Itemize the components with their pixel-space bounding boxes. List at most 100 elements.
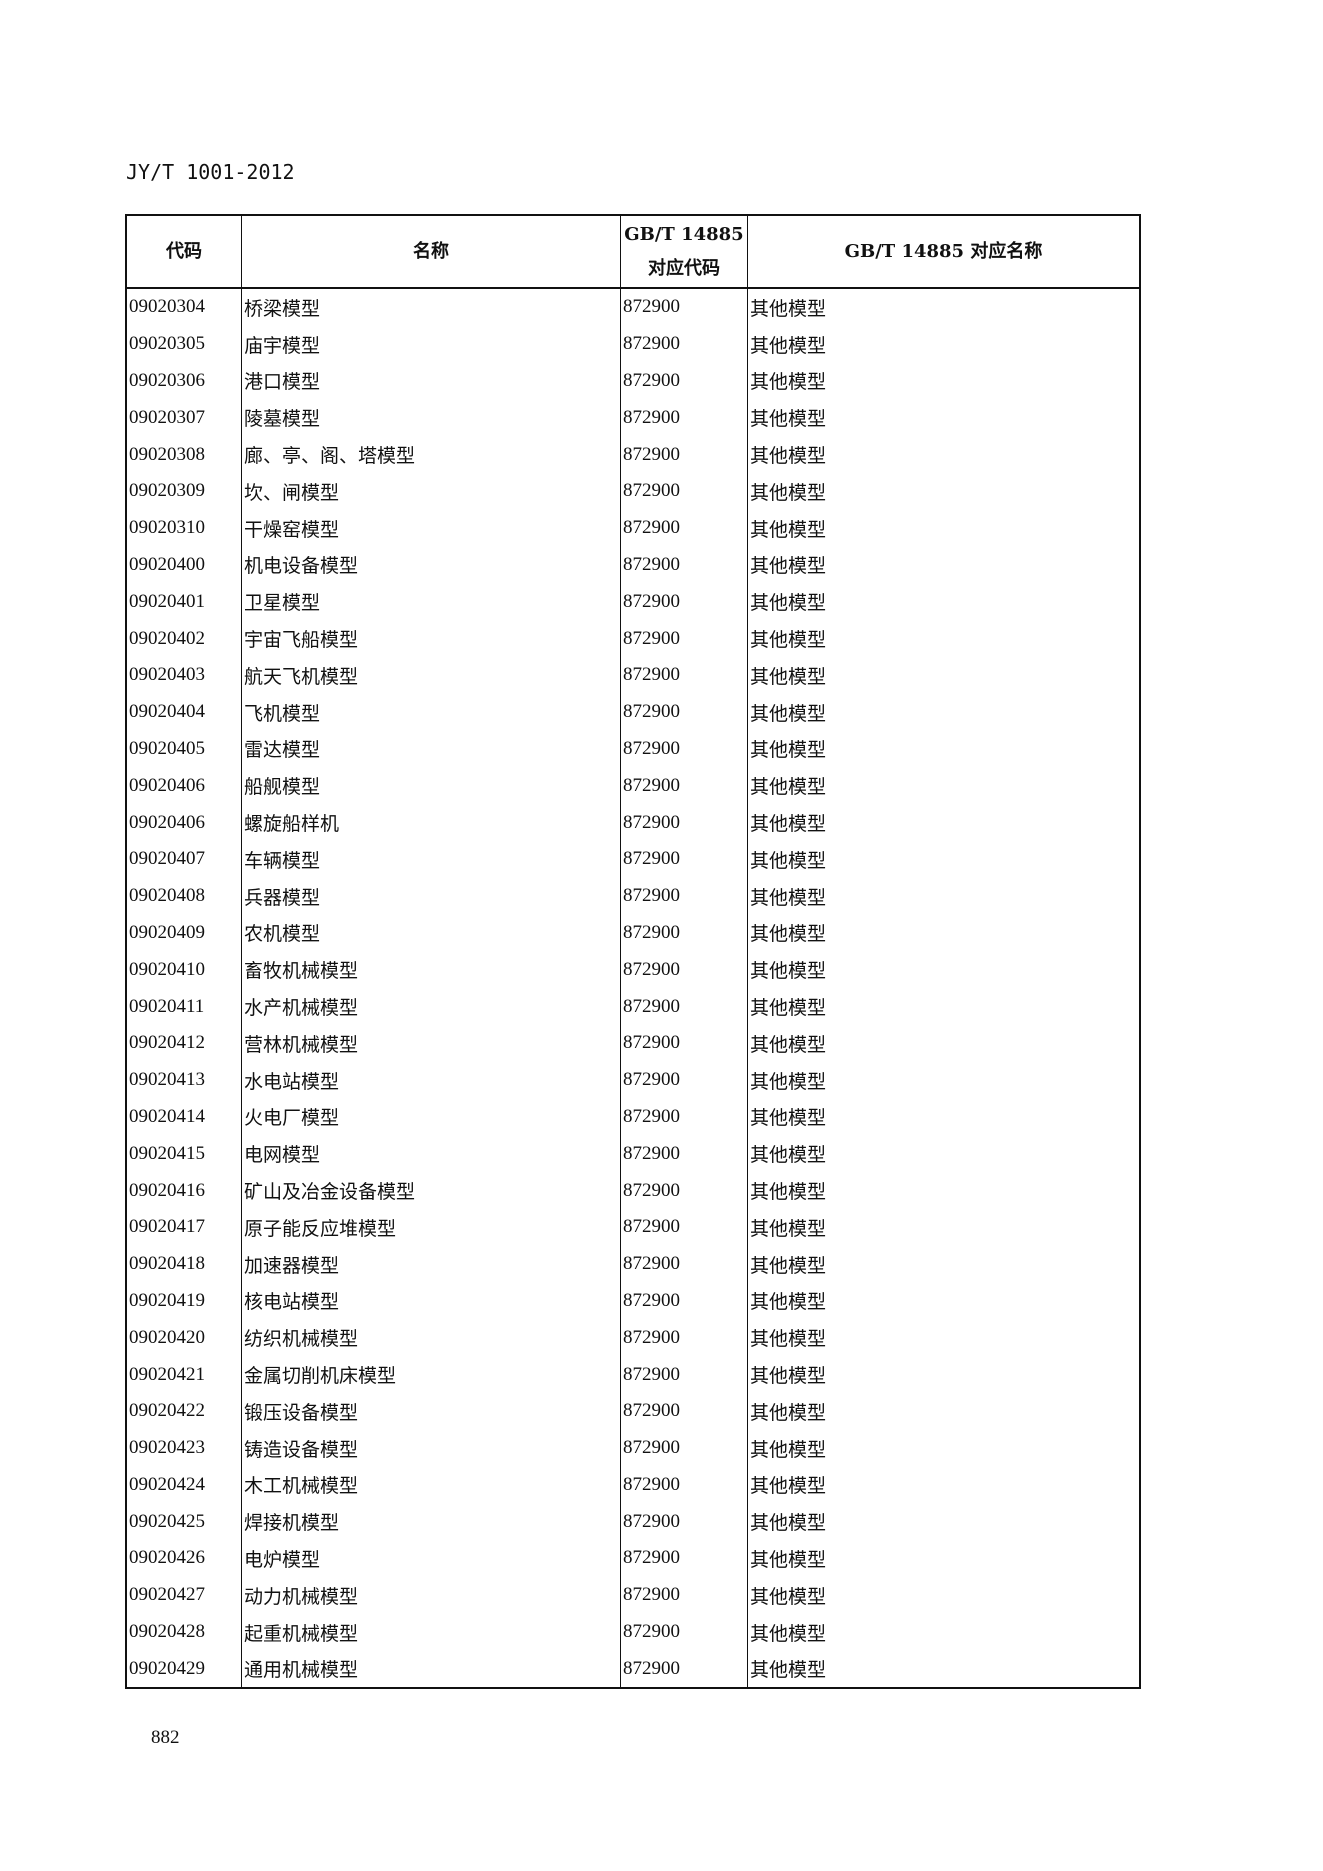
cell-code: 09020426 bbox=[125, 1540, 242, 1577]
cell-gb-code: 872900 bbox=[620, 877, 748, 915]
cell-gb-name: 其他模型 bbox=[747, 472, 1140, 510]
table-row: 09020429 通用机械模型 872900 其他模型 bbox=[125, 1650, 1140, 1689]
table-row: 09020408 兵器模型 872900 其他模型 bbox=[125, 877, 1140, 915]
table-row: 09020428 起重机械模型 872900 其他模型 bbox=[125, 1613, 1140, 1651]
cell-gb-name: 其他模型 bbox=[747, 1208, 1140, 1246]
cell-gb-name: 其他模型 bbox=[747, 583, 1140, 621]
col-header-name: 名称 bbox=[241, 215, 621, 289]
cell-gb-name: 其他模型 bbox=[747, 693, 1140, 731]
cell-code: 09020419 bbox=[125, 1282, 242, 1320]
cell-name: 农机模型 bbox=[241, 914, 621, 952]
cell-name: 畜牧机械模型 bbox=[241, 951, 621, 989]
cell-name: 雷达模型 bbox=[241, 730, 621, 768]
cell-name: 船舰模型 bbox=[241, 767, 621, 805]
cell-gb-name: 其他模型 bbox=[747, 1356, 1140, 1393]
cell-code: 09020425 bbox=[125, 1503, 242, 1541]
cell-name: 核电站模型 bbox=[241, 1282, 621, 1320]
cell-name: 铸造设备模型 bbox=[241, 1429, 621, 1467]
table-row: 09020400 机电设备模型 872900 其他模型 bbox=[125, 546, 1140, 584]
cell-name: 卫星模型 bbox=[241, 583, 621, 621]
table-row: 09020412 营林机械模型 872900 其他模型 bbox=[125, 1024, 1140, 1062]
cell-code: 09020304 bbox=[125, 288, 242, 326]
cell-gb-name: 其他模型 bbox=[747, 1135, 1140, 1173]
cell-code: 09020305 bbox=[125, 325, 242, 363]
cell-name: 航天飞机模型 bbox=[241, 656, 621, 694]
cell-gb-code: 872900 bbox=[620, 620, 748, 657]
cell-gb-code: 872900 bbox=[620, 1024, 748, 1062]
cell-code: 09020403 bbox=[125, 656, 242, 694]
table-row: 09020420 纺织机械模型 872900 其他模型 bbox=[125, 1319, 1140, 1357]
cell-gb-code: 872900 bbox=[620, 1503, 748, 1541]
cell-code: 09020421 bbox=[125, 1356, 242, 1393]
cell-gb-name: 其他模型 bbox=[747, 951, 1140, 989]
cell-code: 09020406 bbox=[125, 804, 242, 841]
cell-gb-name: 其他模型 bbox=[747, 1503, 1140, 1541]
cell-gb-code: 872900 bbox=[620, 325, 748, 363]
cell-code: 09020414 bbox=[125, 1098, 242, 1136]
cell-gb-name: 其他模型 bbox=[747, 1282, 1140, 1320]
cell-code: 09020401 bbox=[125, 583, 242, 621]
cell-gb-code: 872900 bbox=[620, 509, 748, 547]
cell-name: 港口模型 bbox=[241, 362, 621, 400]
cell-name: 宇宙飞船模型 bbox=[241, 620, 621, 657]
cell-gb-code: 872900 bbox=[620, 583, 748, 621]
code-table: 代码 名称 GB/T 14885 对应代码 GB/T 14885 对应名称 09… bbox=[125, 214, 1141, 1690]
cell-gb-code: 872900 bbox=[620, 399, 748, 437]
cell-gb-name: 其他模型 bbox=[747, 1392, 1140, 1430]
cell-gb-name: 其他模型 bbox=[747, 620, 1140, 657]
cell-name: 锻压设备模型 bbox=[241, 1392, 621, 1430]
cell-gb-name: 其他模型 bbox=[747, 988, 1140, 1025]
table-row: 09020422 锻压设备模型 872900 其他模型 bbox=[125, 1392, 1140, 1430]
table-row: 09020310 干燥窑模型 872900 其他模型 bbox=[125, 509, 1140, 547]
table-row: 09020401 卫星模型 872900 其他模型 bbox=[125, 583, 1140, 621]
table-row: 09020418 加速器模型 872900 其他模型 bbox=[125, 1245, 1140, 1283]
cell-code: 09020408 bbox=[125, 877, 242, 915]
table-row: 09020426 电炉模型 872900 其他模型 bbox=[125, 1540, 1140, 1577]
cell-gb-name: 其他模型 bbox=[747, 509, 1140, 547]
table-row: 09020414 火电厂模型 872900 其他模型 bbox=[125, 1098, 1140, 1136]
cell-gb-code: 872900 bbox=[620, 1208, 748, 1246]
cell-gb-code: 872900 bbox=[620, 1429, 748, 1467]
cell-gb-code: 872900 bbox=[620, 1172, 748, 1209]
cell-gb-name: 其他模型 bbox=[747, 546, 1140, 584]
col-header-code: 代码 bbox=[125, 215, 242, 289]
cell-gb-code: 872900 bbox=[620, 988, 748, 1025]
cell-gb-code: 872900 bbox=[620, 1356, 748, 1393]
cell-name: 廊、亭、阁、塔模型 bbox=[241, 436, 621, 473]
cell-code: 09020420 bbox=[125, 1319, 242, 1357]
cell-name: 水产机械模型 bbox=[241, 988, 621, 1025]
cell-gb-code: 872900 bbox=[620, 1098, 748, 1136]
cell-gb-name: 其他模型 bbox=[747, 288, 1140, 326]
cell-code: 09020307 bbox=[125, 399, 242, 437]
col-header-gb-name: GB/T 14885 对应名称 bbox=[747, 215, 1140, 289]
cell-gb-name: 其他模型 bbox=[747, 325, 1140, 363]
cell-code: 09020424 bbox=[125, 1466, 242, 1504]
cell-code: 09020404 bbox=[125, 693, 242, 731]
cell-gb-name: 其他模型 bbox=[747, 804, 1140, 841]
cell-gb-name: 其他模型 bbox=[747, 1245, 1140, 1283]
table-row: 09020416 矿山及冶金设备模型 872900 其他模型 bbox=[125, 1172, 1140, 1209]
cell-name: 金属切削机床模型 bbox=[241, 1356, 621, 1393]
cell-code: 09020400 bbox=[125, 546, 242, 584]
cell-gb-name: 其他模型 bbox=[747, 1024, 1140, 1062]
table-row: 09020417 原子能反应堆模型 872900 其他模型 bbox=[125, 1208, 1140, 1246]
cell-gb-code: 872900 bbox=[620, 362, 748, 400]
cell-gb-code: 872900 bbox=[620, 1576, 748, 1614]
cell-gb-name: 其他模型 bbox=[747, 1540, 1140, 1577]
table-row: 09020411 水产机械模型 872900 其他模型 bbox=[125, 988, 1140, 1025]
cell-name: 电网模型 bbox=[241, 1135, 621, 1173]
cell-gb-name: 其他模型 bbox=[747, 1650, 1140, 1689]
cell-gb-code: 872900 bbox=[620, 1135, 748, 1173]
cell-gb-name: 其他模型 bbox=[747, 840, 1140, 878]
cell-code: 09020427 bbox=[125, 1576, 242, 1614]
cell-name: 起重机械模型 bbox=[241, 1613, 621, 1651]
cell-code: 09020418 bbox=[125, 1245, 242, 1283]
cell-name: 桥梁模型 bbox=[241, 288, 621, 326]
cell-gb-code: 872900 bbox=[620, 1466, 748, 1504]
cell-name: 车辆模型 bbox=[241, 840, 621, 878]
cell-code: 09020422 bbox=[125, 1392, 242, 1430]
table-row: 09020405 雷达模型 872900 其他模型 bbox=[125, 730, 1140, 768]
cell-gb-code: 872900 bbox=[620, 1540, 748, 1577]
table-row: 09020427 动力机械模型 872900 其他模型 bbox=[125, 1576, 1140, 1614]
cell-code: 09020308 bbox=[125, 436, 242, 473]
